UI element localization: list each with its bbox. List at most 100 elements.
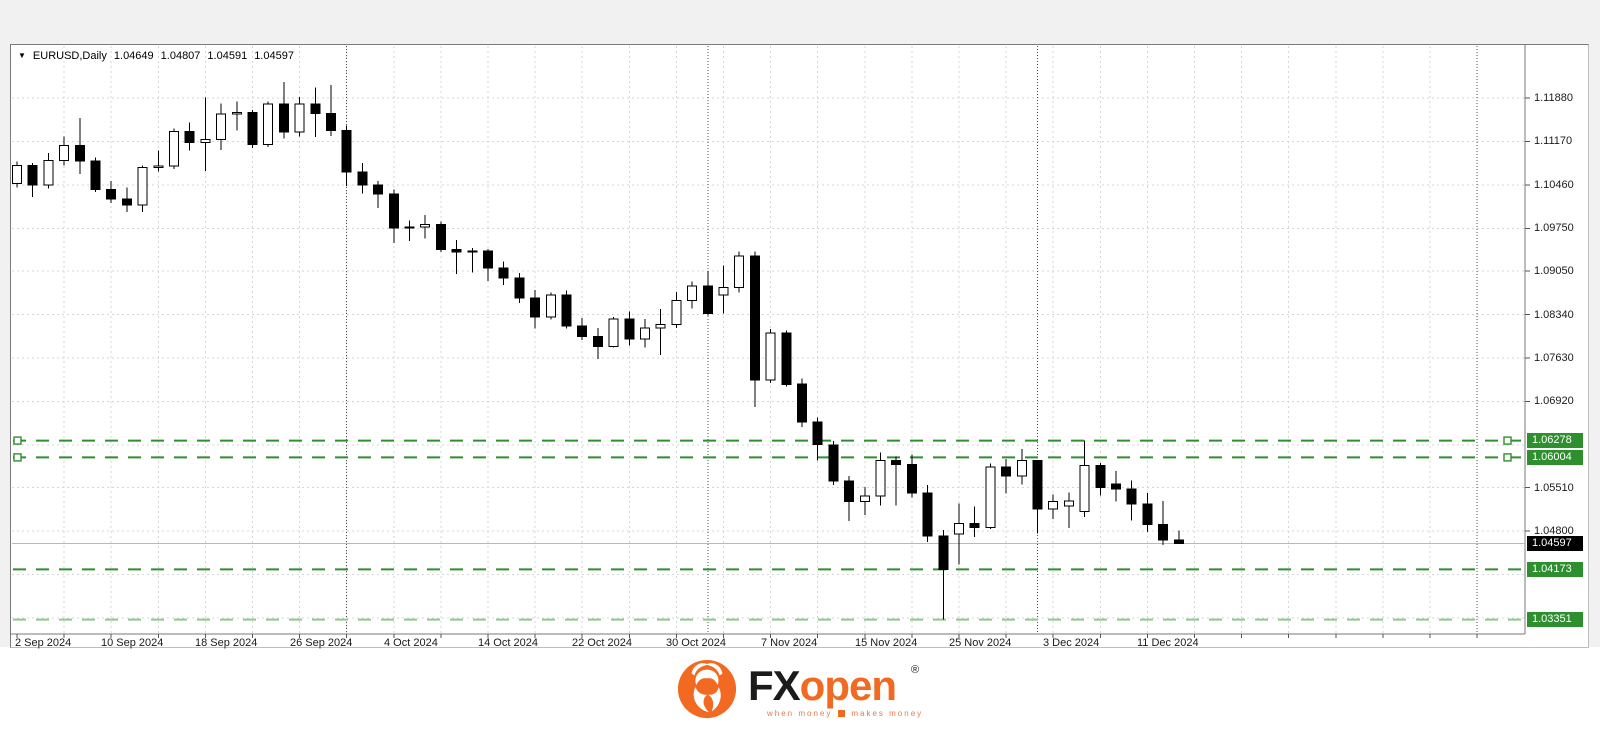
- candle[interactable]: [608, 317, 619, 348]
- candle[interactable]: [263, 101, 274, 147]
- date-axis-label: 15 Nov 2024: [855, 637, 918, 649]
- candle[interactable]: [121, 187, 132, 212]
- candle[interactable]: [467, 247, 478, 273]
- candle[interactable]: [514, 272, 525, 303]
- chart-plot-area[interactable]: [11, 45, 1587, 645]
- candle[interactable]: [200, 97, 211, 171]
- candle[interactable]: [12, 161, 22, 188]
- current-price-badge: 1.04597: [1527, 536, 1583, 551]
- candle[interactable]: [938, 529, 949, 620]
- candle[interactable]: [1079, 440, 1090, 517]
- candle[interactable]: [577, 318, 588, 341]
- candle[interactable]: [106, 181, 117, 204]
- candle[interactable]: [1158, 501, 1169, 546]
- candle[interactable]: [922, 485, 933, 542]
- candle[interactable]: [90, 157, 101, 193]
- candle[interactable]: [278, 82, 289, 139]
- candle[interactable]: [891, 456, 902, 506]
- date-axis-label: 3 Dec 2024: [1043, 637, 1100, 649]
- line-handle[interactable]: [1503, 436, 1512, 445]
- candle[interactable]: [530, 290, 541, 329]
- candle[interactable]: [561, 290, 572, 329]
- candle[interactable]: [671, 291, 682, 328]
- candle[interactable]: [294, 96, 305, 137]
- fxopen-tagline: when money makes money: [767, 709, 924, 718]
- candle[interactable]: [844, 476, 855, 522]
- candle[interactable]: [640, 318, 650, 348]
- chevron-down-icon[interactable]: ▼: [18, 51, 26, 60]
- candle[interactable]: [687, 281, 698, 309]
- candle[interactable]: [859, 487, 870, 516]
- candle[interactable]: [1095, 463, 1106, 496]
- candle[interactable]: [451, 239, 462, 275]
- candle[interactable]: [74, 118, 85, 174]
- candle[interactable]: [137, 165, 148, 212]
- candle[interactable]: [1016, 449, 1027, 485]
- candle[interactable]: [875, 452, 886, 506]
- candle[interactable]: [498, 261, 509, 286]
- price-axis-label: 1.11880: [1534, 92, 1573, 104]
- symbol-title: ▼ EURUSD,Daily 1.04649 1.04807 1.04591 1…: [18, 50, 294, 62]
- date-axis-label: 4 Oct 2024: [384, 637, 438, 649]
- candle[interactable]: [718, 265, 729, 314]
- candle[interactable]: [247, 110, 258, 149]
- chart-window: ▼ EURUSD,Daily 1.04649 1.04807 1.04591 1…: [10, 44, 1589, 649]
- ohlc-close: 1.04597: [254, 50, 294, 62]
- candle[interactable]: [1063, 492, 1074, 529]
- candle[interactable]: [797, 378, 807, 427]
- ohlc-low: 1.04591: [207, 50, 248, 62]
- candle[interactable]: [781, 330, 792, 387]
- symbol-name: EURUSD,Daily: [32, 50, 107, 62]
- candle[interactable]: [420, 214, 431, 239]
- registered-trademark-icon: ®: [911, 664, 920, 676]
- candle[interactable]: [404, 220, 415, 242]
- candle[interactable]: [702, 271, 713, 316]
- price-axis-label: 1.09050: [1534, 265, 1574, 277]
- candle[interactable]: [1048, 494, 1059, 519]
- candle[interactable]: [1032, 460, 1043, 534]
- date-axis-label: 11 Dec 2024: [1137, 637, 1199, 649]
- candle[interactable]: [435, 221, 446, 253]
- candle[interactable]: [1173, 530, 1184, 544]
- candle[interactable]: [373, 181, 384, 209]
- candle[interactable]: [388, 189, 399, 243]
- candle[interactable]: [169, 128, 179, 169]
- candle[interactable]: [310, 87, 321, 138]
- candle[interactable]: [954, 503, 964, 565]
- candle[interactable]: [1111, 471, 1121, 502]
- line-handle[interactable]: [13, 436, 22, 445]
- candle[interactable]: [545, 292, 556, 320]
- date-axis-label: 25 Nov 2024: [949, 637, 1012, 649]
- candle[interactable]: [765, 329, 776, 383]
- level-price-badge: 1.03351: [1527, 612, 1583, 627]
- candle[interactable]: [43, 153, 54, 189]
- candle[interactable]: [749, 251, 760, 407]
- candle[interactable]: [592, 328, 603, 360]
- candle[interactable]: [624, 311, 635, 346]
- candle[interactable]: [59, 136, 70, 166]
- candle[interactable]: [828, 441, 839, 486]
- price-axis-label: 1.09750: [1534, 222, 1574, 234]
- candle[interactable]: [812, 417, 823, 461]
- candle[interactable]: [216, 103, 227, 151]
- candle[interactable]: [985, 463, 996, 530]
- candle[interactable]: [1142, 493, 1153, 533]
- line-handle[interactable]: [1503, 453, 1512, 462]
- candle[interactable]: [483, 249, 493, 281]
- candle[interactable]: [655, 309, 666, 355]
- level-price-badge: 1.04173: [1527, 562, 1583, 577]
- candle[interactable]: [1126, 480, 1137, 521]
- candle[interactable]: [27, 162, 38, 198]
- candle[interactable]: [326, 85, 336, 136]
- candle[interactable]: [153, 150, 164, 172]
- candle[interactable]: [184, 122, 195, 151]
- candle[interactable]: [969, 506, 980, 538]
- candle[interactable]: [231, 101, 242, 131]
- ohlc-open: 1.04649: [113, 50, 154, 62]
- candle[interactable]: [341, 125, 352, 187]
- candle[interactable]: [357, 162, 368, 194]
- candle[interactable]: [1001, 458, 1012, 494]
- candle[interactable]: [906, 454, 917, 498]
- line-handle[interactable]: [13, 453, 22, 462]
- candle[interactable]: [734, 251, 745, 293]
